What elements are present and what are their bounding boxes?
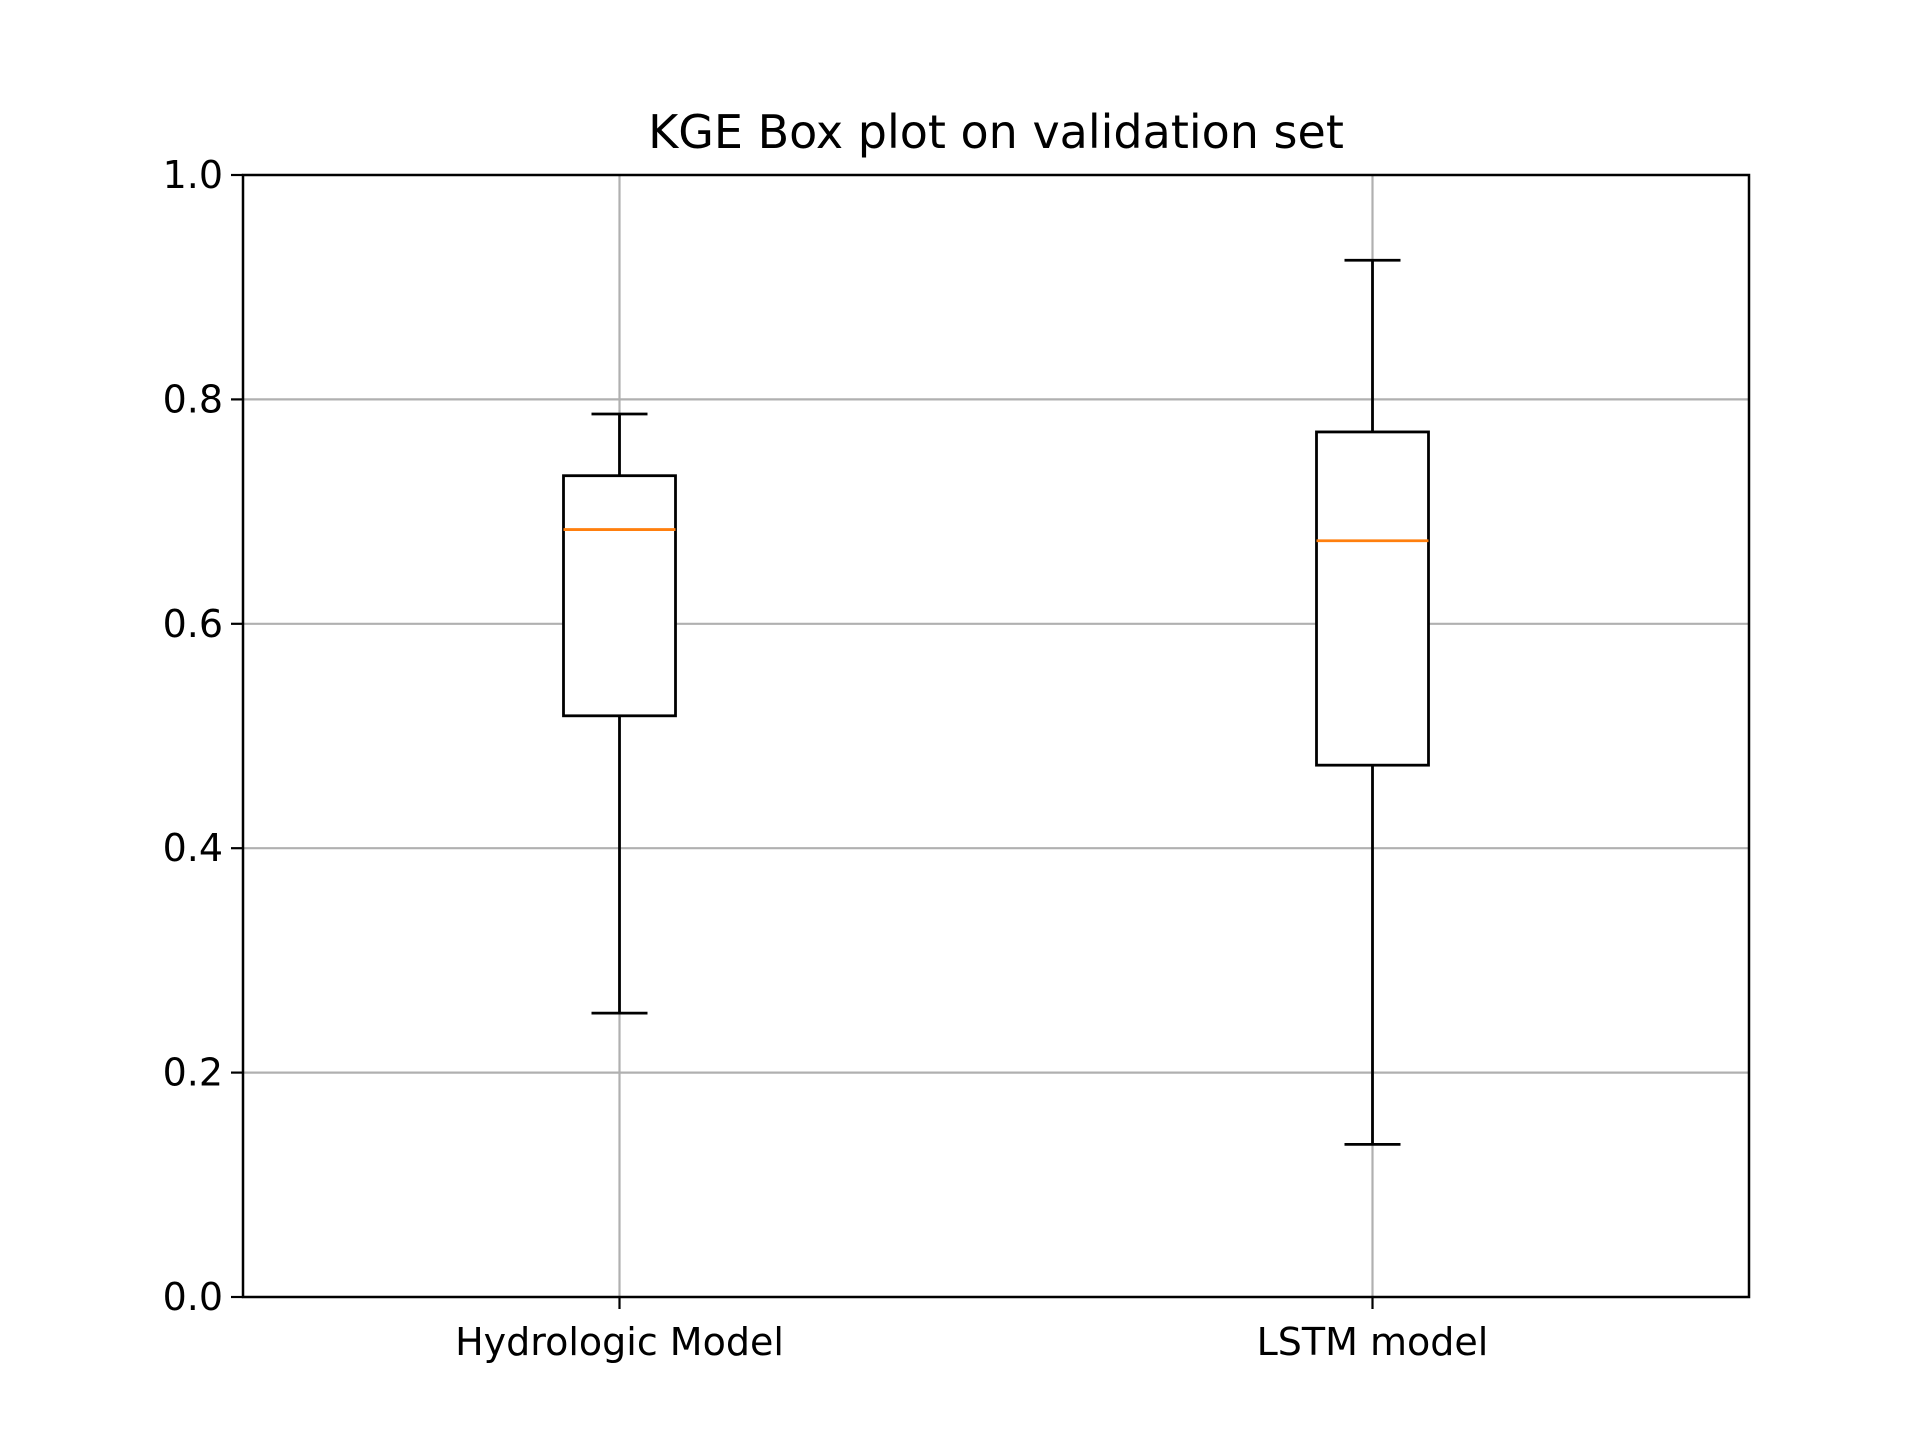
y-tick-label: 0.4 [163, 826, 223, 870]
plot-frame [241, 173, 1751, 1299]
y-tick-label: 0.0 [163, 1275, 223, 1319]
y-tick-label: 0.6 [163, 602, 223, 646]
iqr-box [1315, 430, 1430, 767]
chart-title: KGE Box plot on validation set [648, 105, 1344, 159]
boxes [562, 258, 1430, 1146]
y-tick-label: 0.8 [163, 377, 223, 421]
x-tick-label: LSTM model [1257, 1320, 1489, 1364]
iqr-box [562, 474, 677, 718]
y-tick-label: 0.2 [163, 1051, 223, 1095]
axis-ticks: 0.0 0.2 0.4 0.6 0.8 1.0 Hydrologic Model LSTM m… [163, 153, 1489, 1364]
box-hydrologic-model [562, 412, 677, 1015]
box-lstm-model [1315, 258, 1430, 1146]
y-tick-label: 1.0 [163, 153, 223, 197]
x-tick-label: Hydrologic Model [455, 1320, 784, 1364]
